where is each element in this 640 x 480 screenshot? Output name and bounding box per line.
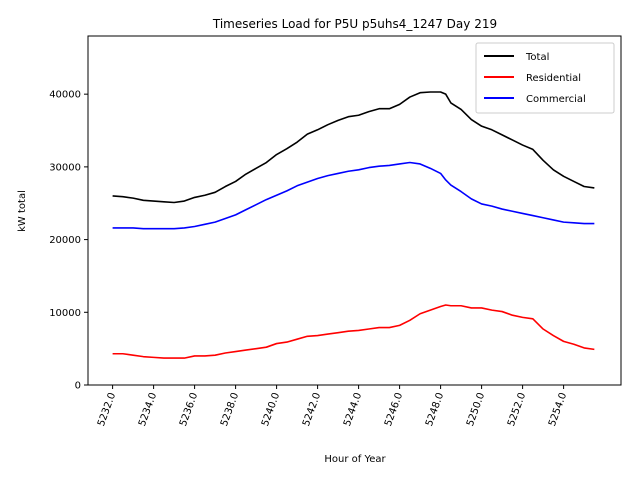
legend-label-residential: Residential bbox=[526, 73, 581, 84]
y-tick-label: 10000 bbox=[49, 308, 81, 319]
x-tick-label: 5246.0 bbox=[383, 391, 405, 428]
y-axis-ticks: 0 10000 20000 30000 40000 bbox=[49, 90, 88, 392]
x-tick-label: 5252.0 bbox=[506, 391, 528, 428]
x-tick-label: 5242.0 bbox=[301, 391, 323, 428]
x-tick-label: 5234.0 bbox=[137, 391, 159, 428]
x-tick-label: 5238.0 bbox=[219, 391, 241, 428]
legend-label-total: Total bbox=[525, 52, 549, 63]
series-line-commercial bbox=[112, 161, 595, 230]
x-tick-label: 5240.0 bbox=[260, 391, 282, 428]
y-tick-label: 20000 bbox=[49, 235, 81, 246]
series-layer bbox=[112, 91, 595, 359]
chart-title: Timeseries Load for P5U p5uhs4_1247 Day … bbox=[212, 17, 497, 31]
legend-box bbox=[475, 42, 615, 114]
series-line-total bbox=[112, 91, 595, 204]
x-axis-ticks: 5232.0 5234.0 5236.0 5238.0 5240.0 5242.0 5244… bbox=[96, 385, 569, 428]
series-line-residential bbox=[112, 304, 595, 359]
x-tick-label: 5254.0 bbox=[547, 391, 569, 428]
x-axis-label: Hour of Year bbox=[324, 454, 386, 465]
legend-label-commercial: Commercial bbox=[526, 94, 586, 105]
x-tick-label: 5244.0 bbox=[342, 391, 364, 428]
y-tick-label: 40000 bbox=[49, 90, 81, 101]
x-tick-label: 5232.0 bbox=[96, 391, 118, 428]
plot-frame bbox=[87, 35, 622, 386]
x-tick-label: 5236.0 bbox=[178, 391, 200, 428]
y-axis-label: kW total bbox=[17, 190, 28, 232]
y-tick-label: 30000 bbox=[49, 162, 81, 173]
y-tick-label: 0 bbox=[75, 381, 81, 392]
legend: Total Residential Commercial bbox=[475, 42, 615, 114]
x-tick-label: 5250.0 bbox=[465, 391, 487, 428]
x-tick-label: 5248.0 bbox=[424, 391, 446, 428]
